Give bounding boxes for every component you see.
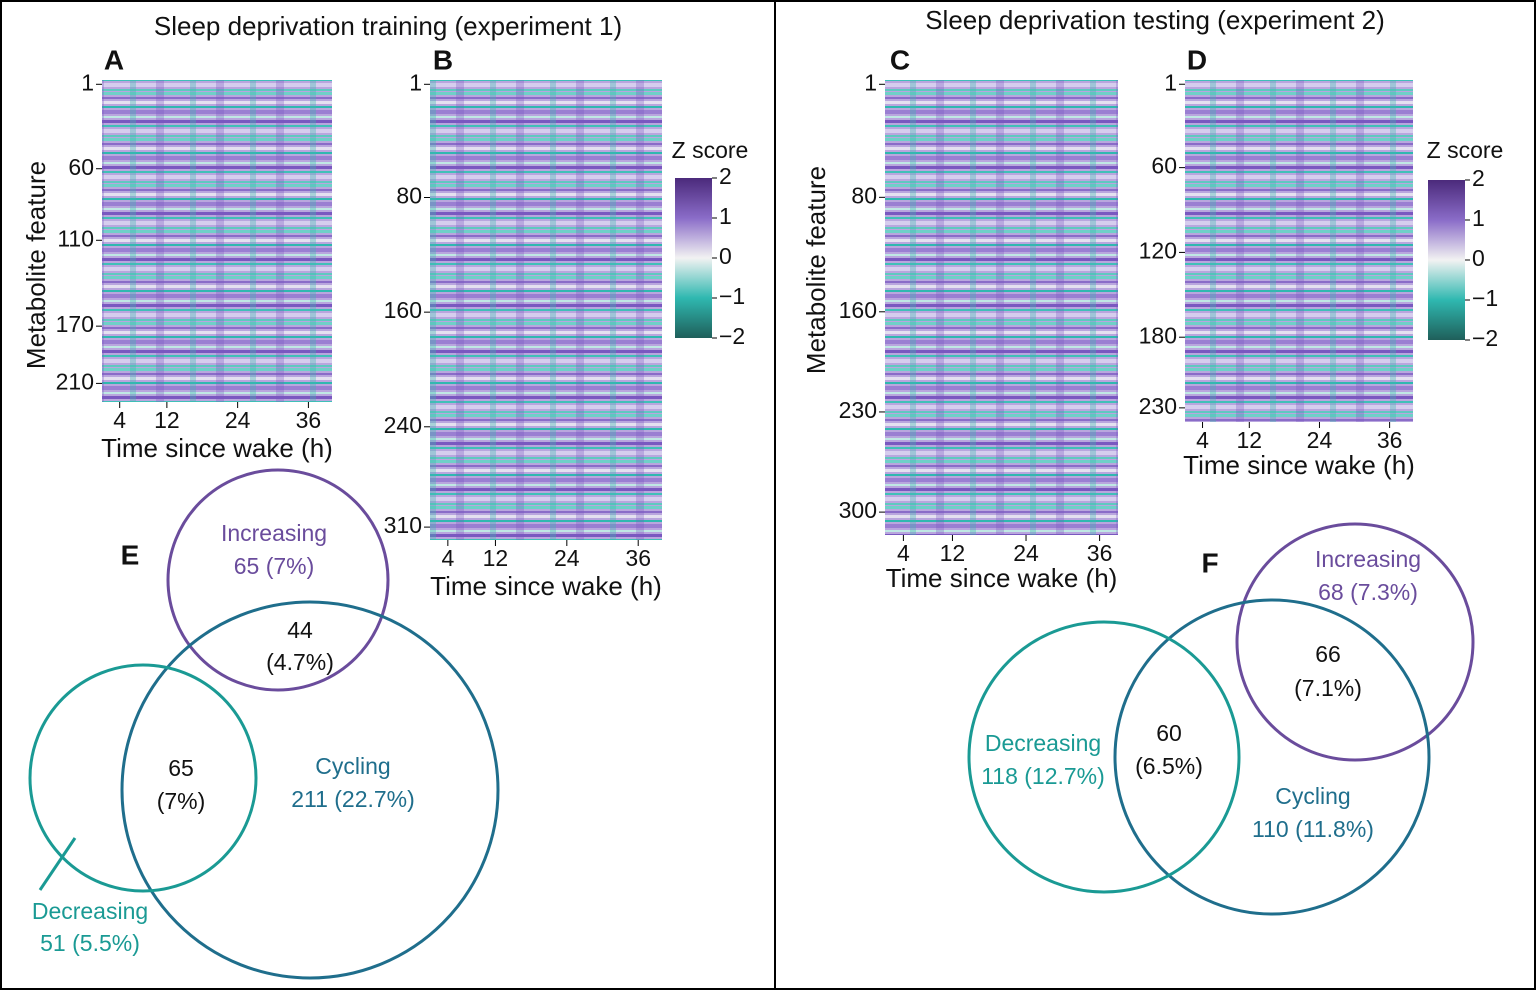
left-title: Sleep deprivation training (experiment 1… [154,11,622,41]
x-axis-label: Time since wake (h) [1183,450,1415,480]
y-tick-label: 230 [1139,393,1177,419]
y-tick-label: 110 [57,225,94,251]
x-tick-label: 4 [113,407,126,433]
x-tick-label: 4 [441,545,454,571]
y-tick-label: 240 [384,412,422,438]
colorbar-tick-label: 0 [719,243,732,269]
venn-circle [28,663,258,893]
overlap-percent: (7.1%) [1294,675,1362,701]
overlap-percent: (6.5%) [1135,753,1203,779]
set-name: Cycling [1275,783,1350,809]
venn-circle [120,600,500,980]
x-axis-label: Time since wake (h) [101,433,333,463]
y-tick-label: 310 [384,512,422,538]
set-name: Decreasing [32,898,148,924]
x-tick-label: 12 [1237,427,1263,453]
venn-circle [166,468,390,692]
y-tick-label: 230 [839,397,877,423]
overlap-count: 44 [287,617,313,643]
y-tick-label: 80 [851,182,877,208]
heatmap [102,80,332,402]
y-tick-label: 1 [81,69,94,95]
heatmap [1185,80,1413,422]
y-tick-label: 210 [56,368,94,394]
panel-letter: D [1187,44,1207,75]
y-axis-label: Metabolite feature [801,166,831,374]
x-axis-label: Time since wake (h) [886,563,1118,593]
x-axis-label: Time since wake (h) [430,571,662,601]
set-label: 211 (22.7%) [291,786,415,812]
venn-circle [1235,522,1475,762]
colorbar-tick-label: 0 [1472,245,1485,271]
x-tick-label: 24 [225,407,251,433]
x-tick-label: 36 [1087,540,1113,566]
colorbar-tick-label: 1 [719,203,732,229]
x-tick-label: 24 [554,545,580,571]
x-tick-label: 12 [940,540,966,566]
panel-letter: B [433,44,453,75]
x-tick-label: 36 [1377,427,1403,453]
heatmap [430,80,662,540]
colorbar [1428,180,1465,340]
x-tick-label: 12 [154,407,180,433]
overlap-count: 60 [1156,720,1182,746]
y-tick-label: 60 [1151,153,1177,179]
y-tick-label: 170 [56,311,94,337]
x-tick-label: 36 [296,407,322,433]
colorbar [675,178,712,338]
set-label: 68 (7.3%) [1318,579,1418,605]
panel-letter: E [121,539,140,570]
colorbar-tick-label: 2 [1472,165,1485,191]
y-tick-label: 1 [409,69,422,95]
x-tick-label: 12 [483,545,509,571]
y-tick-label: 1 [1164,69,1177,95]
venn-circle [967,620,1241,894]
x-tick-label: 4 [1196,427,1209,453]
y-tick-label: 80 [396,183,422,209]
set-label: 118 (12.7%) [981,763,1105,789]
x-tick-label: 36 [625,545,651,571]
set-name: Cycling [315,753,390,779]
set-label: 65 (7%) [234,553,315,579]
x-tick-label: 4 [897,540,910,566]
y-tick-label: 300 [839,497,877,523]
colorbar-tick-label: −1 [719,283,745,309]
y-tick-label: 160 [384,297,422,323]
overlap-percent: (7%) [157,788,206,814]
right-title: Sleep deprivation testing (experiment 2) [925,5,1385,35]
venn-circle [1113,598,1431,916]
x-tick-label: 24 [1013,540,1039,566]
x-tick-label: 24 [1307,427,1333,453]
set-label: 51 (5.5%) [40,930,140,956]
set-name: Increasing [1315,546,1421,572]
colorbar-tick-label: −1 [1472,285,1498,311]
colorbar-tick-label: −2 [1472,325,1498,351]
overlap-percent: (4.7%) [266,649,334,675]
panel-letter: A [104,44,124,75]
colorbar-tick-label: 1 [1472,205,1485,231]
y-axis-label: Metabolite feature [21,161,51,369]
set-label: 110 (11.8%) [1252,816,1374,842]
y-tick-label: 160 [839,297,877,323]
heatmap [885,80,1118,535]
y-tick-label: 1 [864,69,877,95]
y-tick-label: 60 [68,154,94,180]
overlap-count: 66 [1315,641,1341,667]
colorbar-tick-label: −2 [719,323,745,349]
set-name: Increasing [221,520,327,546]
colorbar-tick-label: 2 [719,163,732,189]
y-tick-label: 180 [1139,322,1177,348]
panel-letter: C [890,44,910,75]
y-tick-label: 120 [1139,237,1177,263]
colorbar-title: Z score [1427,137,1504,163]
colorbar-title: Z score [672,137,749,163]
panel-letter: F [1201,547,1218,578]
pointer [38,837,77,891]
set-name: Decreasing [985,730,1101,756]
overlap-count: 65 [168,755,194,781]
